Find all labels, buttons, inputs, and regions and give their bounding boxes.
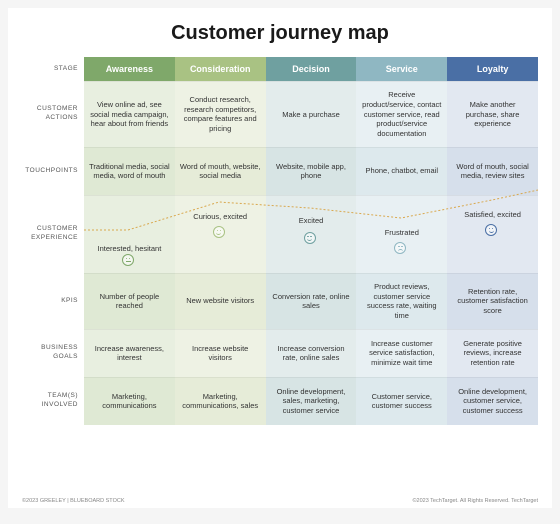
- mood-face-icon: [485, 224, 497, 236]
- column-header: Service: [356, 57, 447, 81]
- experience-label: Excited: [266, 216, 357, 226]
- table-cell: Retention rate, customer satisfaction sc…: [447, 273, 538, 329]
- mood-face-icon: [304, 232, 316, 244]
- table-cell: Marketing, communications, sales: [175, 377, 266, 425]
- table-cell: View online ad, see social media campaig…: [84, 81, 175, 147]
- mood-face-icon: [122, 254, 134, 266]
- mood-face-icon: [394, 242, 406, 254]
- table-cell: Phone, chatbot, email: [356, 147, 447, 195]
- column-header: Consideration: [175, 57, 266, 81]
- experience-label: Curious, excited: [175, 212, 266, 222]
- table-cell: Online development, customer service, cu…: [447, 377, 538, 425]
- table-cell: Website, mobile app, phone: [266, 147, 357, 195]
- table-cell: Increase conversion rate, online sales: [266, 329, 357, 377]
- table-cell: Product reviews, customer service succes…: [356, 273, 447, 329]
- experience-cell: Excited: [266, 195, 357, 273]
- mood-face-icon: [213, 226, 225, 238]
- experience-label: Satisfied, excited: [447, 210, 538, 220]
- table-cell: Marketing, communications: [84, 377, 175, 425]
- row-label: TEAM(S) INVOLVED: [22, 377, 84, 425]
- experience-cell: Interested, hesitant: [84, 195, 175, 273]
- row-label: TOUCHPOINTS: [22, 147, 84, 195]
- experience-label: Frustrated: [356, 228, 447, 238]
- table-cell: Make another purchase, share experience: [447, 81, 538, 147]
- table-cell: Online development, sales, marketing, cu…: [266, 377, 357, 425]
- table-cell: Conversion rate, online sales: [266, 273, 357, 329]
- experience-cell: Satisfied, excited: [447, 195, 538, 273]
- table-cell: Word of mouth, social media, review site…: [447, 147, 538, 195]
- table-cell: Word of mouth, website, social media: [175, 147, 266, 195]
- column-header: Decision: [266, 57, 357, 81]
- table-cell: Generate positive reviews, increase rete…: [447, 329, 538, 377]
- map-title: Customer journey map: [22, 22, 538, 45]
- experience-cell: Frustrated: [356, 195, 447, 273]
- row-label: CUSTOMER ACTIONS: [22, 81, 84, 147]
- footer-right: ©2023 TechTarget. All Rights Reserved. T…: [412, 498, 538, 504]
- row-label: BUSINESS GOALS: [22, 329, 84, 377]
- table-cell: Increase awareness, interest: [84, 329, 175, 377]
- footer-left: ©2023 GREELEY | BLUEBOARD STOCK: [22, 498, 125, 504]
- row-label: CUSTOMER EXPERIENCE: [22, 195, 84, 273]
- table-cell: Increase customer service satisfaction, …: [356, 329, 447, 377]
- journey-map-card: Customer journey map STAGEAwarenessConsi…: [8, 8, 552, 508]
- column-header: Awareness: [84, 57, 175, 81]
- row-label-stage: STAGE: [22, 57, 84, 81]
- table-cell: Increase website visitors: [175, 329, 266, 377]
- footer: ©2023 GREELEY | BLUEBOARD STOCK ©2023 Te…: [22, 498, 538, 504]
- journey-grid: STAGEAwarenessConsiderationDecisionServi…: [22, 57, 538, 425]
- experience-label: Interested, hesitant: [84, 244, 175, 254]
- column-header: Loyalty: [447, 57, 538, 81]
- table-cell: Number of people reached: [84, 273, 175, 329]
- table-cell: Conduct research, research competitors, …: [175, 81, 266, 147]
- experience-cell: Curious, excited: [175, 195, 266, 273]
- table-cell: Receive product/service, contact custome…: [356, 81, 447, 147]
- row-label: KPIS: [22, 273, 84, 329]
- table-cell: Make a purchase: [266, 81, 357, 147]
- table-cell: Traditional media, social media, word of…: [84, 147, 175, 195]
- table-cell: New website visitors: [175, 273, 266, 329]
- table-cell: Customer service, customer success: [356, 377, 447, 425]
